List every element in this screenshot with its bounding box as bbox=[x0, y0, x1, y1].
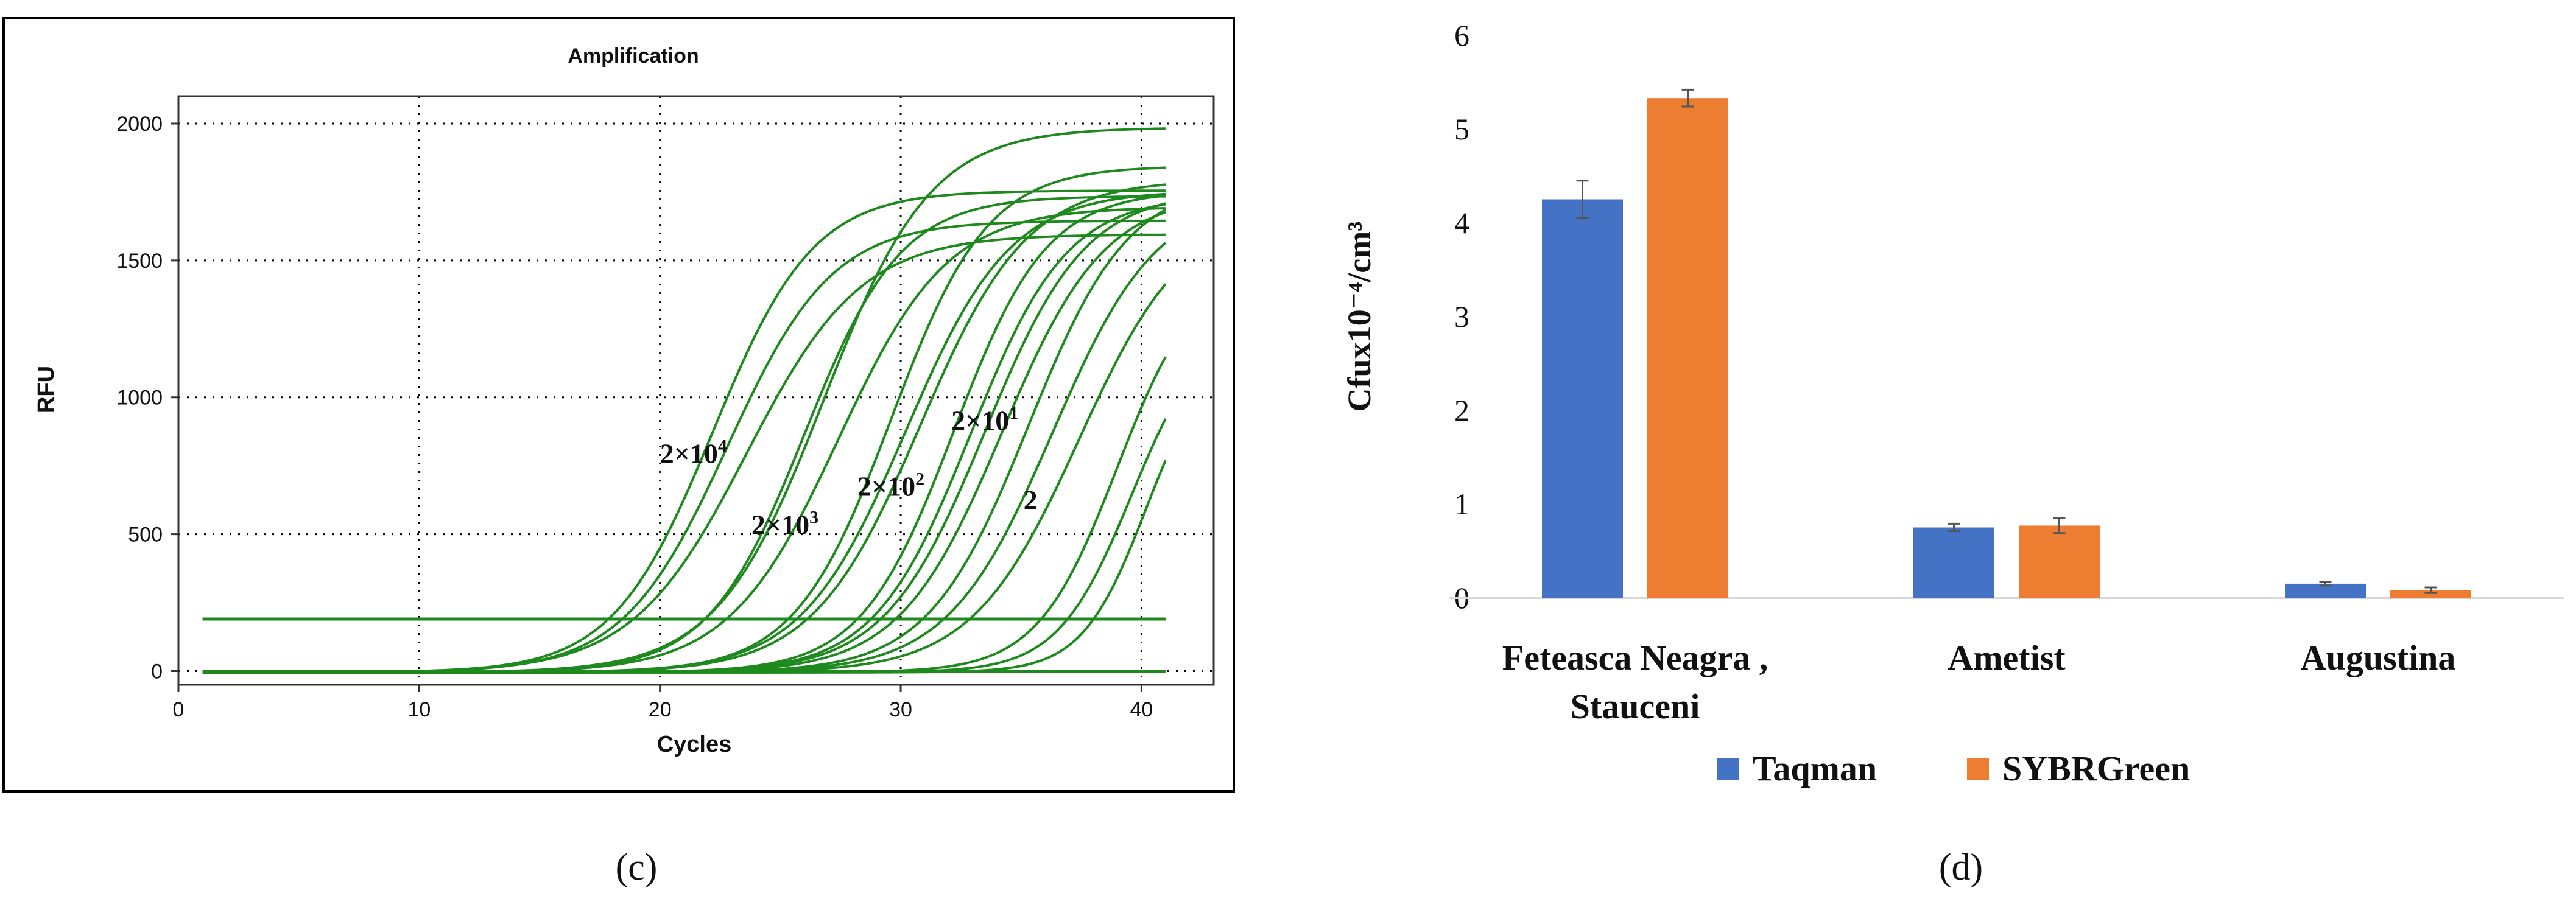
x-tick-label: 20 bbox=[649, 698, 672, 721]
y-tick-label: 0 bbox=[151, 660, 163, 684]
chart-title: Amplification bbox=[568, 44, 699, 68]
dilution-label: 2×102 bbox=[857, 469, 924, 502]
bar-taqman bbox=[1913, 527, 1994, 598]
y-tick-label: 2 bbox=[1454, 393, 1469, 427]
bars bbox=[1542, 88, 2471, 598]
panel-d-caption: (d) bbox=[1939, 847, 1983, 888]
y-tick-label: 6 bbox=[1454, 18, 1469, 52]
axis-ticks: 0 10 20 30 40 0 500 1000 1500 2000 bbox=[116, 113, 1153, 721]
x-axis-label: Cycles bbox=[657, 732, 732, 757]
y-tick-label: 1000 bbox=[116, 387, 163, 410]
category-label: Augustina bbox=[2301, 638, 2456, 677]
y-tick-label: 1 bbox=[1454, 487, 1469, 521]
category-label: Feteasca Neagra , Stauceni bbox=[1502, 638, 1768, 726]
bar-sybrgreen bbox=[1647, 98, 1728, 598]
dilution-label: 2 bbox=[1024, 485, 1038, 516]
x-tick-label: 30 bbox=[889, 698, 912, 721]
bar-sybrgreen bbox=[2390, 590, 2471, 598]
legend: Taqman SYBRGreen bbox=[1717, 749, 2190, 788]
bar-sybrgreen bbox=[2019, 525, 2100, 598]
category-labels: Feteasca Neagra , Stauceni Ametist Augustin… bbox=[1502, 638, 2456, 726]
dilution-label: 2×103 bbox=[751, 508, 818, 541]
panel-c-amplification-chart: Amplification 0 10 20 30 400500100015002000 … bbox=[2, 17, 1235, 793]
dilution-labels: 2×104 2×103 2×102 2×101 2 bbox=[660, 404, 1038, 541]
y-tick-label: 2000 bbox=[116, 113, 163, 136]
panel-c-caption: (c) bbox=[616, 847, 658, 888]
y-tick-label: 3 bbox=[1454, 299, 1469, 334]
category-label: Ametist bbox=[1948, 638, 2066, 677]
legend-label: Taqman bbox=[1753, 749, 1877, 788]
amplification-curves bbox=[202, 127, 1167, 674]
y-tick-label: 4 bbox=[1454, 206, 1469, 240]
plot-area bbox=[177, 95, 1215, 686]
panel-c-frame bbox=[2, 17, 1235, 793]
y-axis-label: Cfux10⁻⁴/cm³ bbox=[1341, 222, 1378, 412]
x-tick-label: 40 bbox=[1130, 698, 1153, 721]
legend-swatch-sybrgreen bbox=[1967, 758, 1989, 780]
legend-label: SYBRGreen bbox=[2002, 749, 2190, 788]
y-tick-label: 5 bbox=[1454, 112, 1469, 146]
y-tick-label: 1500 bbox=[116, 250, 163, 273]
x-tick-label: 0 bbox=[173, 698, 185, 721]
amplification-curve bbox=[202, 460, 1167, 674]
bar-taqman bbox=[2285, 583, 2366, 598]
dilution-label: 2×101 bbox=[951, 404, 1018, 436]
dilution-label: 2×104 bbox=[660, 436, 727, 469]
legend-swatch-taqman bbox=[1717, 758, 1739, 780]
y-axis-label: RFU bbox=[33, 366, 59, 413]
bar-taqman bbox=[1542, 199, 1623, 598]
y-tick-label: 500 bbox=[128, 523, 163, 547]
x-tick-label: 10 bbox=[407, 698, 431, 721]
